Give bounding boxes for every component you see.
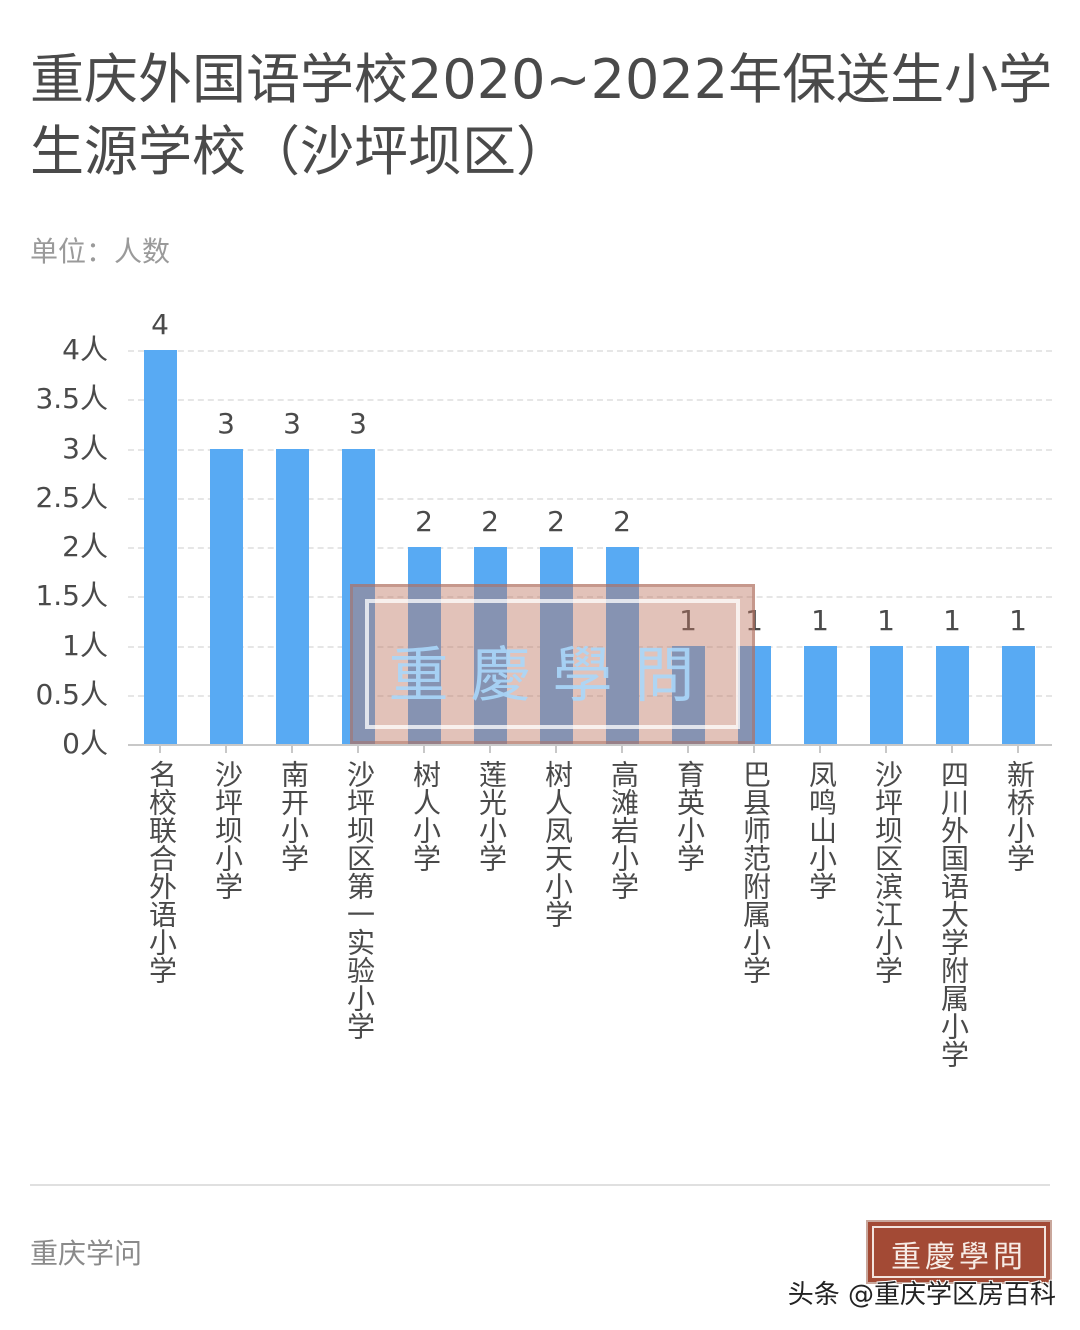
x-tick <box>885 745 887 753</box>
author-credit: 头条 @重庆学区房百科 <box>787 1280 1056 1310</box>
bar <box>539 547 573 744</box>
x-tick <box>753 745 755 753</box>
watermark: 重慶學問 <box>350 584 755 744</box>
y-tick-label: 3人 <box>62 431 108 465</box>
y-tick-label: 1人 <box>62 628 108 662</box>
x-tick <box>1017 745 1019 753</box>
x-tick <box>687 745 689 753</box>
bar-value-label: 2 <box>415 505 433 538</box>
bar-value-label: 4 <box>151 308 169 341</box>
x-category-label: 育英小学 <box>673 760 706 872</box>
unit-label: 单位：人数 <box>30 235 171 268</box>
source-label: 重庆学问 <box>30 1237 143 1270</box>
x-category-label: 莲光小学 <box>475 760 508 872</box>
x-tick <box>159 745 161 753</box>
x-tick <box>225 745 227 753</box>
x-category-label: 沙坪坝区滨江小学 <box>871 760 904 984</box>
bar-value-label: 2 <box>481 505 499 538</box>
gridline <box>128 350 1052 352</box>
bar-value-label: 1 <box>877 603 895 637</box>
x-tick <box>357 745 359 753</box>
gridline <box>128 547 1052 549</box>
bar-value-label: 3 <box>349 406 367 440</box>
bar-value-label: 2 <box>613 505 631 538</box>
bar-value-label: 1 <box>943 603 961 637</box>
bar <box>605 547 639 744</box>
x-axis <box>128 744 1052 746</box>
bar-value-label: 3 <box>217 406 235 440</box>
gridline <box>128 694 1052 697</box>
bar <box>341 448 375 744</box>
x-category-label: 名校联合外语小学 <box>145 760 178 984</box>
bar <box>869 645 903 744</box>
x-category-label: 树人小学 <box>409 760 442 872</box>
bar <box>407 547 441 744</box>
y-tick-label: 2人 <box>62 530 108 563</box>
logo-frame <box>872 1226 1046 1278</box>
gridline <box>128 645 1052 648</box>
bar <box>275 448 309 744</box>
x-tick <box>951 745 953 753</box>
x-category-label: 四川外国语大学附属小学 <box>937 760 970 1068</box>
gridline <box>128 497 1052 500</box>
bar <box>143 350 177 744</box>
bar-value-label: 1 <box>679 603 697 637</box>
x-category-label: 新桥小学 <box>1003 760 1036 872</box>
bar <box>209 448 243 744</box>
bar <box>935 645 969 744</box>
brand-logo: 重慶學問 <box>866 1220 1052 1284</box>
bar <box>803 645 837 744</box>
y-tick-label: 0人 <box>62 727 108 760</box>
x-tick <box>291 745 293 753</box>
footer-divider <box>30 1184 1050 1186</box>
x-category-label: 沙坪坝区第一实验小学 <box>343 760 376 1040</box>
gridline <box>128 448 1052 451</box>
x-tick <box>819 745 821 753</box>
chart-title: 重庆外国语学校2020~2022年保送生小学生源学校（沙坪坝区） <box>30 48 1053 183</box>
watermark-frame <box>365 599 740 729</box>
y-tick-label: 3.5人 <box>35 382 108 416</box>
bar-value-label: 1 <box>811 603 829 637</box>
x-tick <box>489 745 491 753</box>
y-tick-label: 4人 <box>62 333 108 366</box>
bar <box>1001 645 1035 744</box>
bar-value-label: 1 <box>1009 603 1027 637</box>
y-tick-label: 2.5人 <box>35 480 108 514</box>
y-tick-label: 0.5人 <box>35 677 108 711</box>
bar-value-label: 3 <box>283 406 301 440</box>
x-tick <box>423 745 425 753</box>
gridline <box>128 596 1052 599</box>
x-category-label: 南开小学 <box>277 760 310 872</box>
x-category-label: 沙坪坝小学 <box>211 760 244 900</box>
bar <box>473 547 507 744</box>
x-category-label: 凤鸣山小学 <box>805 760 838 900</box>
watermark-text: 重慶學問 <box>388 641 717 711</box>
x-tick <box>621 745 623 753</box>
logo-text: 重慶學問 <box>891 1240 1027 1275</box>
gridline <box>128 399 1052 402</box>
y-tick-label: 1.5人 <box>35 579 108 613</box>
bar-value-label: 2 <box>547 505 565 538</box>
x-category-label: 高滩岩小学 <box>607 760 640 900</box>
x-tick <box>555 745 557 753</box>
x-category-label: 树人凤天小学 <box>541 760 574 928</box>
x-category-label: 巴县师范附属小学 <box>739 760 772 984</box>
